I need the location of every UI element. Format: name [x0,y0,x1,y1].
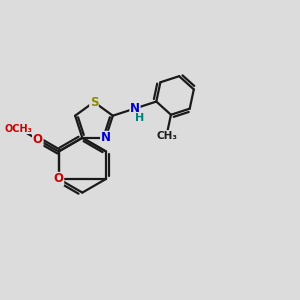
Text: S: S [90,95,98,109]
Text: H: H [135,113,144,123]
Text: OCH₃: OCH₃ [5,124,33,134]
Text: O: O [54,172,64,185]
Text: CH₃: CH₃ [156,130,177,141]
Text: O: O [33,133,43,146]
Text: O: O [33,133,43,146]
Text: N: N [130,102,140,115]
Text: N: N [100,131,111,144]
